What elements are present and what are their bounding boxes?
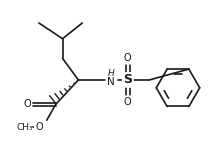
Text: O: O <box>23 99 31 110</box>
Text: S: S <box>123 73 132 86</box>
Text: O: O <box>124 53 131 63</box>
Text: CH₃: CH₃ <box>17 123 33 132</box>
Text: H: H <box>108 69 115 78</box>
Text: O: O <box>35 122 43 132</box>
Text: O: O <box>124 97 131 106</box>
Text: N: N <box>107 77 115 87</box>
